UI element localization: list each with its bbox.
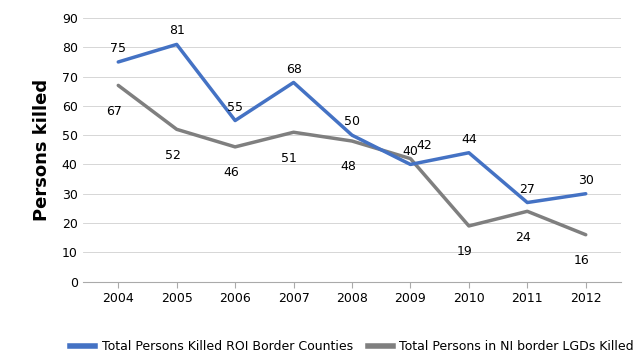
Text: 75: 75	[110, 42, 126, 55]
Text: 50: 50	[344, 115, 360, 128]
Text: 67: 67	[106, 105, 122, 118]
Text: 42: 42	[417, 139, 432, 152]
Text: 68: 68	[285, 62, 301, 75]
Text: 55: 55	[227, 101, 243, 114]
Text: 46: 46	[223, 166, 239, 179]
Text: 52: 52	[164, 149, 180, 162]
Text: 40: 40	[403, 144, 419, 157]
Text: 81: 81	[169, 25, 184, 38]
Text: 44: 44	[461, 133, 477, 146]
Text: 48: 48	[340, 161, 356, 174]
Text: 24: 24	[515, 231, 531, 244]
Text: 16: 16	[573, 254, 589, 267]
Y-axis label: Persons killed: Persons killed	[33, 79, 51, 221]
Legend: Total Persons Killed ROI Border Counties, Total Persons in NI border LGDs Killed: Total Persons Killed ROI Border Counties…	[65, 335, 639, 358]
Text: 51: 51	[282, 152, 298, 165]
Text: 27: 27	[520, 183, 535, 196]
Text: 30: 30	[578, 174, 594, 187]
Text: 19: 19	[457, 245, 472, 258]
